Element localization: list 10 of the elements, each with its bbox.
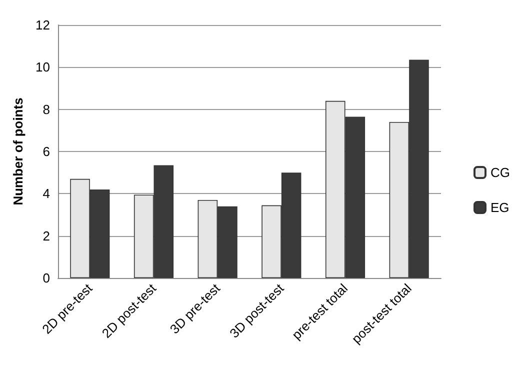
legend-label: CG — [490, 165, 510, 180]
y-tick-label: 10 — [36, 60, 50, 75]
y-tick-label: 4 — [42, 186, 50, 202]
y-tick-label: 6 — [42, 144, 50, 159]
legend-label: EG — [490, 200, 510, 215]
y-axis-title: Number of points — [10, 98, 26, 206]
y-tick-label: 0 — [42, 270, 50, 286]
y-tick-label: 2 — [42, 228, 50, 244]
y-tick-label: 12 — [36, 18, 50, 32]
y-tick-label: 8 — [42, 102, 50, 117]
